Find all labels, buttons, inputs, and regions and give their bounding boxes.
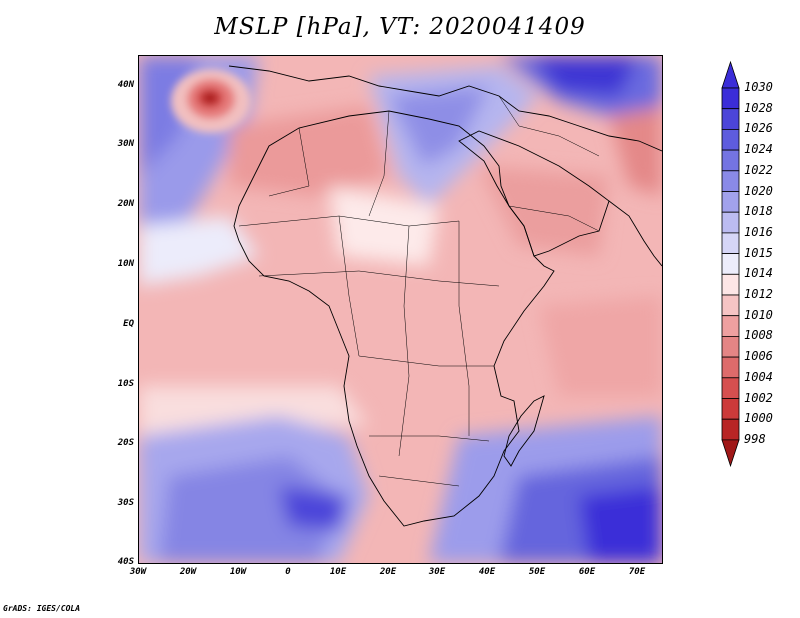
colorbar-box bbox=[721, 398, 740, 420]
lat-label-40s: 40S bbox=[117, 557, 134, 567]
pressure-field-map bbox=[139, 56, 662, 563]
madagascar-coastline bbox=[503, 395, 545, 467]
country-borders bbox=[238, 95, 600, 487]
colorbar-box bbox=[721, 232, 740, 254]
colorbar-label: 1026 bbox=[744, 121, 773, 136]
colorbar-label: 1006 bbox=[744, 349, 773, 364]
coastlines bbox=[228, 65, 662, 527]
europe-coastline bbox=[228, 65, 662, 152]
lat-label-30s: 30S bbox=[117, 498, 134, 508]
colorbar-label: 1020 bbox=[744, 183, 773, 198]
colorbar-label: 1030 bbox=[744, 80, 773, 94]
lon-label-70e: 70E bbox=[628, 567, 646, 577]
lon-label-10e: 10E bbox=[329, 567, 347, 577]
colorbar-box bbox=[721, 128, 740, 151]
colorbar-box bbox=[721, 170, 740, 192]
colorbar-box bbox=[721, 356, 740, 379]
lat-label-30n: 30N bbox=[117, 139, 134, 149]
colorbar-label: 1015 bbox=[744, 245, 773, 260]
colorbar-box bbox=[721, 315, 740, 337]
lon-label-0: 0 bbox=[285, 567, 291, 577]
arabia-coastline bbox=[458, 130, 610, 257]
lat-label-10n: 10N bbox=[117, 259, 134, 269]
lon-label-10w: 10W bbox=[229, 567, 247, 577]
colorbar-label: 1014 bbox=[744, 266, 773, 281]
colorbar-label: 1000 bbox=[744, 411, 773, 426]
colorbar-box bbox=[721, 273, 740, 296]
colorbar-box bbox=[721, 108, 740, 130]
colorbar-label: 1016 bbox=[744, 224, 773, 239]
lat-label-20s: 20S bbox=[117, 438, 134, 448]
colorbar-label: 1018 bbox=[744, 204, 773, 219]
colorbar-label: 1022 bbox=[744, 162, 773, 177]
colorbar-box bbox=[721, 191, 740, 213]
map-title: MSLP [hPa], VT: 2020041409 bbox=[214, 14, 586, 40]
lon-label-60e: 60E bbox=[578, 567, 596, 577]
colorbar-label: 1024 bbox=[744, 142, 773, 157]
colorbar-label: 1004 bbox=[744, 369, 773, 384]
lon-label-30e: 30E bbox=[428, 567, 446, 577]
lon-label-50e: 50E bbox=[528, 567, 546, 577]
colorbar-box bbox=[721, 211, 740, 234]
colorbar-label: 1002 bbox=[744, 390, 773, 405]
colorbar-label: 1028 bbox=[744, 100, 773, 115]
azores-low bbox=[171, 69, 251, 133]
lat-label-40n: 40N bbox=[117, 80, 134, 90]
lon-label-20w: 20W bbox=[179, 567, 197, 577]
india-coastline bbox=[608, 200, 662, 267]
colorbar-box bbox=[721, 149, 740, 172]
africa-coastline bbox=[233, 110, 555, 527]
arabian-low bbox=[479, 166, 609, 256]
lat-label-10s: 10S bbox=[117, 379, 134, 389]
lat-label-eq: EQ bbox=[123, 319, 134, 329]
colorbar-box bbox=[721, 418, 740, 441]
colorbar-box bbox=[721, 335, 740, 358]
colorbar-label: 1012 bbox=[744, 287, 773, 301]
colorbar-box bbox=[721, 87, 740, 110]
lon-label-20e: 20E bbox=[379, 567, 397, 577]
saharan-low bbox=[229, 106, 389, 196]
lon-label-30w: 30W bbox=[129, 567, 147, 577]
map-panel[interactable] bbox=[138, 55, 663, 564]
colorbar-top-arrow bbox=[721, 60, 740, 89]
lon-label-40e: 40E bbox=[478, 567, 496, 577]
colorbar-label: 1010 bbox=[744, 307, 773, 322]
colorbar-label: 1008 bbox=[744, 328, 773, 343]
colorbar-label: 998 bbox=[744, 431, 766, 446]
colorbar-bottom-arrow bbox=[721, 439, 740, 468]
grads-credit: GrADS: IGES/COLA bbox=[3, 604, 81, 613]
colorbar-boxes bbox=[721, 60, 740, 468]
colorbar-box bbox=[721, 377, 740, 399]
colorbar-box bbox=[721, 294, 740, 317]
lat-label-20n: 20N bbox=[117, 199, 134, 209]
colorbar-box bbox=[721, 253, 740, 275]
